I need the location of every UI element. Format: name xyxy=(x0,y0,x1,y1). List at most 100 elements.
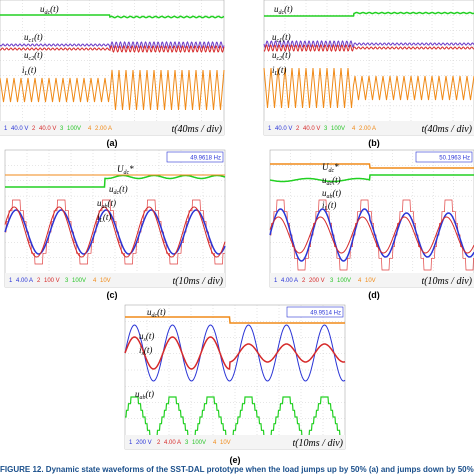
channel-number: 1 xyxy=(129,440,133,446)
channel-scale: 10V xyxy=(220,440,231,446)
signal-sub: ab xyxy=(327,194,333,200)
channel-number: 2 xyxy=(302,278,306,284)
signal-arg: (t) xyxy=(108,198,117,208)
signal-sub: dc xyxy=(114,190,120,196)
channel-number: 2 xyxy=(37,278,41,284)
signal-base: u xyxy=(109,184,114,194)
signal-arg: (t) xyxy=(28,65,37,75)
waveform xyxy=(269,216,474,254)
signal-label: udc(t) xyxy=(274,4,293,16)
signal-sub: ab xyxy=(102,204,108,210)
signal-sub: c1 xyxy=(277,38,283,44)
signal-sub: dc xyxy=(124,170,130,176)
frequency: 49.9514 Hz xyxy=(310,311,341,317)
waveform xyxy=(269,208,474,262)
scope-screen xyxy=(0,0,225,136)
signal-sub: ab xyxy=(140,395,146,401)
signal-base: u xyxy=(147,307,152,317)
signal-label: uc1(t) xyxy=(24,32,43,44)
waveform xyxy=(125,316,345,324)
signal-base: i xyxy=(322,200,325,210)
signal-label: iL(t) xyxy=(22,65,36,77)
signal-arg: (t) xyxy=(278,65,287,75)
channel-scale: 100V xyxy=(72,278,86,284)
frequency-box xyxy=(415,151,473,163)
status-bar xyxy=(0,121,224,135)
signal-arg: (t) xyxy=(146,389,155,399)
waveform xyxy=(264,11,474,17)
frequency: 49.9618 Hz xyxy=(190,156,221,162)
waveform xyxy=(0,14,225,19)
signal-sub: dc xyxy=(45,10,51,16)
signal-sub: dc xyxy=(279,10,285,16)
channel-number: 3 xyxy=(65,278,69,284)
signal-label: iL(t) xyxy=(272,65,286,77)
signal-arg: (t) xyxy=(328,200,337,210)
signal-label: uab(t) xyxy=(97,198,116,210)
signal-label: uc2(t) xyxy=(24,50,43,62)
signal-arg: (t) xyxy=(157,307,166,317)
waveform xyxy=(0,45,225,53)
waveform xyxy=(4,206,226,258)
scope-panel: Udc*udc(t)uab(t)iL(t)1 4.00 A 2 100 V 3 100V 4… xyxy=(4,149,226,288)
signal-arg: * xyxy=(334,162,339,172)
signal-sub: c1 xyxy=(29,38,35,44)
signal-sub: s xyxy=(142,351,145,357)
scope-screen xyxy=(4,149,226,288)
timebase: t(10ms / div) xyxy=(172,276,223,287)
signal-label: udc(t) xyxy=(109,184,128,196)
signal-sub: L xyxy=(324,206,329,212)
signal-sub: s xyxy=(144,337,147,343)
scope-panel: udc(t)uc1(t)uc2(t)iL(t)1 40.0 V 2 40.0 V 3 10… xyxy=(263,0,474,136)
channel-scale: 100 V xyxy=(44,278,60,284)
waveform xyxy=(124,324,346,382)
waveform xyxy=(263,67,474,109)
frequency-box xyxy=(166,151,224,163)
signal-label: Udc* xyxy=(322,162,339,174)
channel-number: 3 xyxy=(324,126,328,132)
signal-label: uc2(t) xyxy=(272,50,291,62)
signal-arg: (t) xyxy=(144,345,153,355)
channel-scale: 4.00 A xyxy=(164,440,181,446)
signal-label: iL(t) xyxy=(97,212,111,224)
signal-label: uc1(t) xyxy=(272,32,291,44)
signal-label: udc(t) xyxy=(322,175,341,187)
channel-scale: 10V xyxy=(365,278,376,284)
channel-number: 1 xyxy=(268,126,272,132)
signal-sub: dc xyxy=(152,313,158,319)
signal-arg: (t) xyxy=(34,50,43,60)
signal-base: u xyxy=(24,32,29,42)
timebase: t(40ms / div) xyxy=(171,124,222,135)
waveform xyxy=(269,174,474,183)
status-bar xyxy=(270,273,474,287)
channel-scale: 40.0 V xyxy=(275,126,292,132)
timebase: t(10ms / div) xyxy=(421,276,472,287)
signal-label: udc(t) xyxy=(147,307,166,319)
signal-base: u xyxy=(274,4,279,14)
channel-scale: 200 V xyxy=(136,440,152,446)
channel-number: 2 xyxy=(32,126,36,132)
signal-arg: (t) xyxy=(282,32,291,42)
channel-scale: 4.00 A xyxy=(16,278,33,284)
channel-scale: 200 V xyxy=(309,278,325,284)
channel-number: 4 xyxy=(93,278,97,284)
scope-panel: Udc*udc(t)uab(t)iL(t)1 4.00 A 2 200 V 3 100V 4… xyxy=(269,149,474,288)
signal-sub: L xyxy=(274,71,279,77)
channel-number: 4 xyxy=(358,278,362,284)
signal-base: U xyxy=(322,162,329,172)
timebase: t(10ms / div) xyxy=(292,438,343,449)
channel-scale: 40.0 V xyxy=(39,126,56,132)
status-bar xyxy=(5,273,225,287)
channel-scale: 100V xyxy=(192,440,206,446)
signal-arg: (t) xyxy=(333,188,342,198)
signal-label: uab(t) xyxy=(322,188,341,200)
signal-sub: dc xyxy=(329,168,335,174)
signal-label: uab(t) xyxy=(135,389,154,401)
scope-screen xyxy=(263,0,474,136)
signal-sub: c2 xyxy=(277,56,283,62)
signal-arg: (t) xyxy=(119,184,128,194)
waveform xyxy=(270,163,474,169)
channel-scale: 4.00 A xyxy=(281,278,298,284)
scope-panel: udc(t)us(t)is(t)uab(t)1 200 V 2 4.00 A 3 100V… xyxy=(124,304,346,450)
